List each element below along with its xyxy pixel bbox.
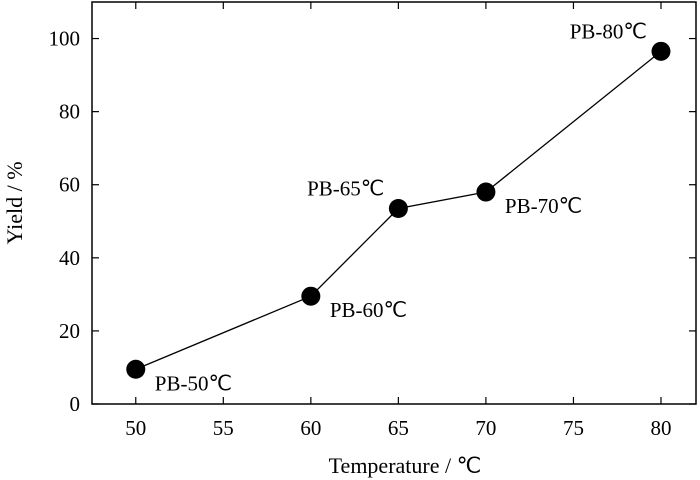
data-label-80: PB-80℃ [570,19,647,43]
y-tick-label-0: 0 [70,392,81,416]
x-tick-label-55: 55 [213,416,234,440]
data-label-70: PB-70℃ [505,194,582,218]
data-label-50: PB-50℃ [155,371,232,395]
x-tick-label-80: 80 [650,416,671,440]
y-tick-label-100: 100 [49,27,81,51]
x-tick-label-75: 75 [563,416,584,440]
y-tick-label-40: 40 [59,246,80,270]
y-tick-label-20: 20 [59,319,80,343]
x-tick-label-50: 50 [125,416,146,440]
data-point-labels: PB-50℃ PB-60℃ PB-65℃ PB-70℃ PB-80℃ [155,19,647,395]
plot-frame [91,1,697,405]
data-point-60 [301,286,321,306]
y-axis-title: Yield / % [2,161,27,244]
data-point-65 [388,198,408,218]
y-tick-label-60: 60 [59,173,80,197]
x-tick-label-70: 70 [475,416,496,440]
data-label-65: PB-65℃ [307,176,384,200]
y-tick-label-80: 80 [59,100,80,124]
data-markers [126,41,671,379]
x-axis-title: Temperature / ℃ [329,453,482,478]
x-tick-label-60: 60 [300,416,321,440]
data-label-60: PB-60℃ [330,298,407,322]
data-point-50 [126,359,146,379]
axis-ticks [92,2,696,405]
data-point-70 [476,182,496,202]
x-tick-label-65: 65 [388,416,409,440]
data-point-80 [651,41,671,61]
axis-tick-labels: 50 55 60 65 70 75 80 0 20 40 60 80 100 [49,27,672,440]
